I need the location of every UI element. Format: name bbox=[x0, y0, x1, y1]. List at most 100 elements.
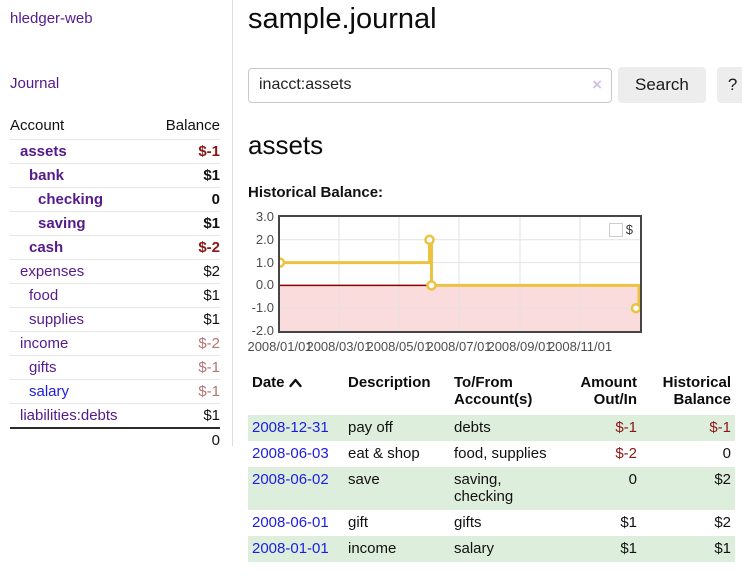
transaction-description: income bbox=[348, 540, 397, 557]
account-balance: $2 bbox=[149, 259, 220, 284]
register-header-balance: Historical Balance bbox=[662, 374, 731, 408]
account-balance: $1 bbox=[149, 163, 220, 188]
account-balance: $-1 bbox=[149, 379, 220, 404]
x-axis-tick-label: 2008/03/01 bbox=[306, 339, 372, 354]
accounts-header-account: Account bbox=[10, 117, 65, 134]
transaction-accounts: debts bbox=[454, 419, 491, 436]
transaction-description: eat & shop bbox=[348, 445, 420, 462]
transaction-description: pay off bbox=[348, 419, 393, 436]
register-header-description: Description bbox=[348, 374, 431, 391]
transaction-balance: $2 bbox=[714, 514, 731, 531]
search-input-wrap: × bbox=[248, 67, 612, 103]
account-link-supplies[interactable]: supplies bbox=[29, 311, 85, 328]
accounts-table-body: assets $-1 bank $1 checking 0 saving $1 cash $-2 e… bbox=[10, 139, 220, 428]
register-row: 2008-06-03 eat & shop food, supplies $-2 0 bbox=[248, 441, 735, 467]
y-axis-tick-label: 3.0 bbox=[255, 209, 274, 224]
transaction-accounts: salary bbox=[454, 540, 495, 557]
register-row: 2008-06-02 save saving, checking 0 $2 bbox=[248, 467, 735, 510]
x-axis-tick-label: 2008/11/01 bbox=[547, 339, 613, 354]
search-input[interactable] bbox=[248, 67, 612, 103]
main-content: sample.journal × Search ? assets Histori… bbox=[233, 0, 742, 562]
x-axis-tick-label: 2008/05/01 bbox=[366, 339, 432, 354]
account-balance: $1 bbox=[149, 211, 220, 236]
account-link-expenses[interactable]: expenses bbox=[20, 263, 85, 280]
register-header-date[interactable]: Date bbox=[248, 371, 344, 415]
app-title-link[interactable]: hledger-web bbox=[10, 10, 93, 27]
transaction-amount: $1 bbox=[620, 514, 637, 531]
x-axis-tick-label: 2008/01/01 bbox=[247, 339, 313, 354]
account-balance: $-1 bbox=[149, 355, 220, 380]
transaction-description: save bbox=[348, 471, 380, 488]
page-title: sample.journal bbox=[248, 3, 437, 35]
transaction-accounts: food, supplies bbox=[454, 445, 547, 462]
chart-legend: $ bbox=[606, 221, 635, 238]
balance-chart-canvas[interactable]: $ bbox=[278, 215, 642, 333]
account-balance: $1 bbox=[149, 283, 220, 308]
account-link-bank[interactable]: bank bbox=[29, 167, 65, 184]
account-link-food[interactable]: food bbox=[29, 287, 59, 304]
account-row: assets $-1 bbox=[10, 139, 220, 164]
transaction-description: gift bbox=[348, 514, 369, 531]
account-row: salary $-1 bbox=[10, 379, 220, 404]
account-link-liabilities-debts[interactable]: liabilities:debts bbox=[20, 407, 118, 424]
transaction-date-link[interactable]: 2008-06-03 bbox=[252, 445, 329, 462]
register-table-body: 2008-12-31 pay off debts $-1 $-1 2008-06-03 ea… bbox=[248, 415, 735, 562]
transaction-date-link[interactable]: 2008-12-31 bbox=[252, 419, 329, 436]
register-row: 2008-12-31 pay off debts $-1 $-1 bbox=[248, 415, 735, 441]
register-row: 2008-01-01 income salary $1 $1 bbox=[248, 536, 735, 562]
y-axis-tick-label: 2.0 bbox=[255, 231, 274, 247]
clear-search-icon[interactable]: × bbox=[592, 74, 602, 94]
search-button[interactable]: Search bbox=[618, 67, 706, 103]
account-link-checking[interactable]: checking bbox=[38, 191, 104, 208]
account-row: supplies $1 bbox=[10, 307, 220, 332]
transaction-accounts: gifts bbox=[454, 514, 482, 531]
accounts-header-balance: Balance bbox=[165, 117, 220, 134]
account-balance: $1 bbox=[149, 307, 220, 332]
chart-title: Historical Balance: bbox=[248, 184, 384, 201]
transaction-date-link[interactable]: 2008-06-01 bbox=[252, 514, 329, 531]
transaction-amount: $1 bbox=[620, 540, 637, 557]
legend-label: $ bbox=[625, 222, 633, 237]
register-header-amount: Amount Out/In bbox=[580, 374, 637, 408]
accounts-total-value: 0 bbox=[149, 427, 220, 452]
y-axis-tick-label: -1.0 bbox=[251, 300, 274, 316]
transaction-balance: $-1 bbox=[709, 419, 731, 436]
register-table: Date Description To/From Account(s) Amou… bbox=[248, 371, 735, 562]
transaction-date-link[interactable]: 2008-06-02 bbox=[252, 471, 329, 488]
transaction-amount: $-2 bbox=[615, 445, 637, 462]
register-row: 2008-06-01 gift gifts $1 $2 bbox=[248, 510, 735, 536]
accounts-total-row: 0 bbox=[10, 427, 220, 452]
account-link-assets[interactable]: assets bbox=[20, 143, 67, 160]
sidebar-nav: Journal bbox=[10, 75, 220, 93]
account-link-saving[interactable]: saving bbox=[38, 215, 86, 232]
account-row: checking 0 bbox=[10, 187, 220, 212]
account-row: bank $1 bbox=[10, 163, 220, 188]
account-row: saving $1 bbox=[10, 211, 220, 236]
transaction-balance: 0 bbox=[722, 445, 731, 462]
x-axis-tick-label: 2008/07/01 bbox=[426, 339, 492, 354]
historical-balance-chart: $ 3.0 2.0 1.0 0.0 -1.0 -2.0 2008/01/01 2008/03/… bbox=[247, 210, 742, 357]
account-link-gifts[interactable]: gifts bbox=[29, 359, 57, 376]
account-balance: $1 bbox=[149, 403, 220, 428]
account-link-cash[interactable]: cash bbox=[29, 239, 64, 256]
account-link-salary[interactable]: salary bbox=[29, 383, 70, 400]
sidebar: hledger-web Journal Account Balance asse… bbox=[0, 0, 233, 452]
transaction-amount: 0 bbox=[628, 471, 637, 488]
account-section-title: assets bbox=[248, 130, 324, 160]
transaction-amount: $-1 bbox=[615, 419, 637, 436]
account-balance: 0 bbox=[149, 187, 220, 212]
account-link-income[interactable]: income bbox=[20, 335, 69, 352]
transaction-accounts: saving, checking bbox=[454, 471, 514, 505]
app: hledger-web Journal Account Balance asse… bbox=[0, 0, 742, 562]
account-row: gifts $-1 bbox=[10, 355, 220, 380]
transaction-date-link[interactable]: 2008-01-01 bbox=[252, 540, 329, 557]
account-balance: $-1 bbox=[149, 139, 220, 164]
account-balance: $-2 bbox=[149, 235, 220, 260]
help-button[interactable]: ? bbox=[716, 67, 742, 103]
account-balance: $-2 bbox=[149, 331, 220, 356]
x-axis-tick-label: 2008/09/01 bbox=[487, 339, 553, 354]
search-bar: × Search ? bbox=[248, 67, 742, 103]
transaction-balance: $1 bbox=[714, 540, 731, 557]
account-row: expenses $2 bbox=[10, 259, 220, 284]
sidebar-item-journal[interactable]: Journal bbox=[10, 75, 60, 92]
